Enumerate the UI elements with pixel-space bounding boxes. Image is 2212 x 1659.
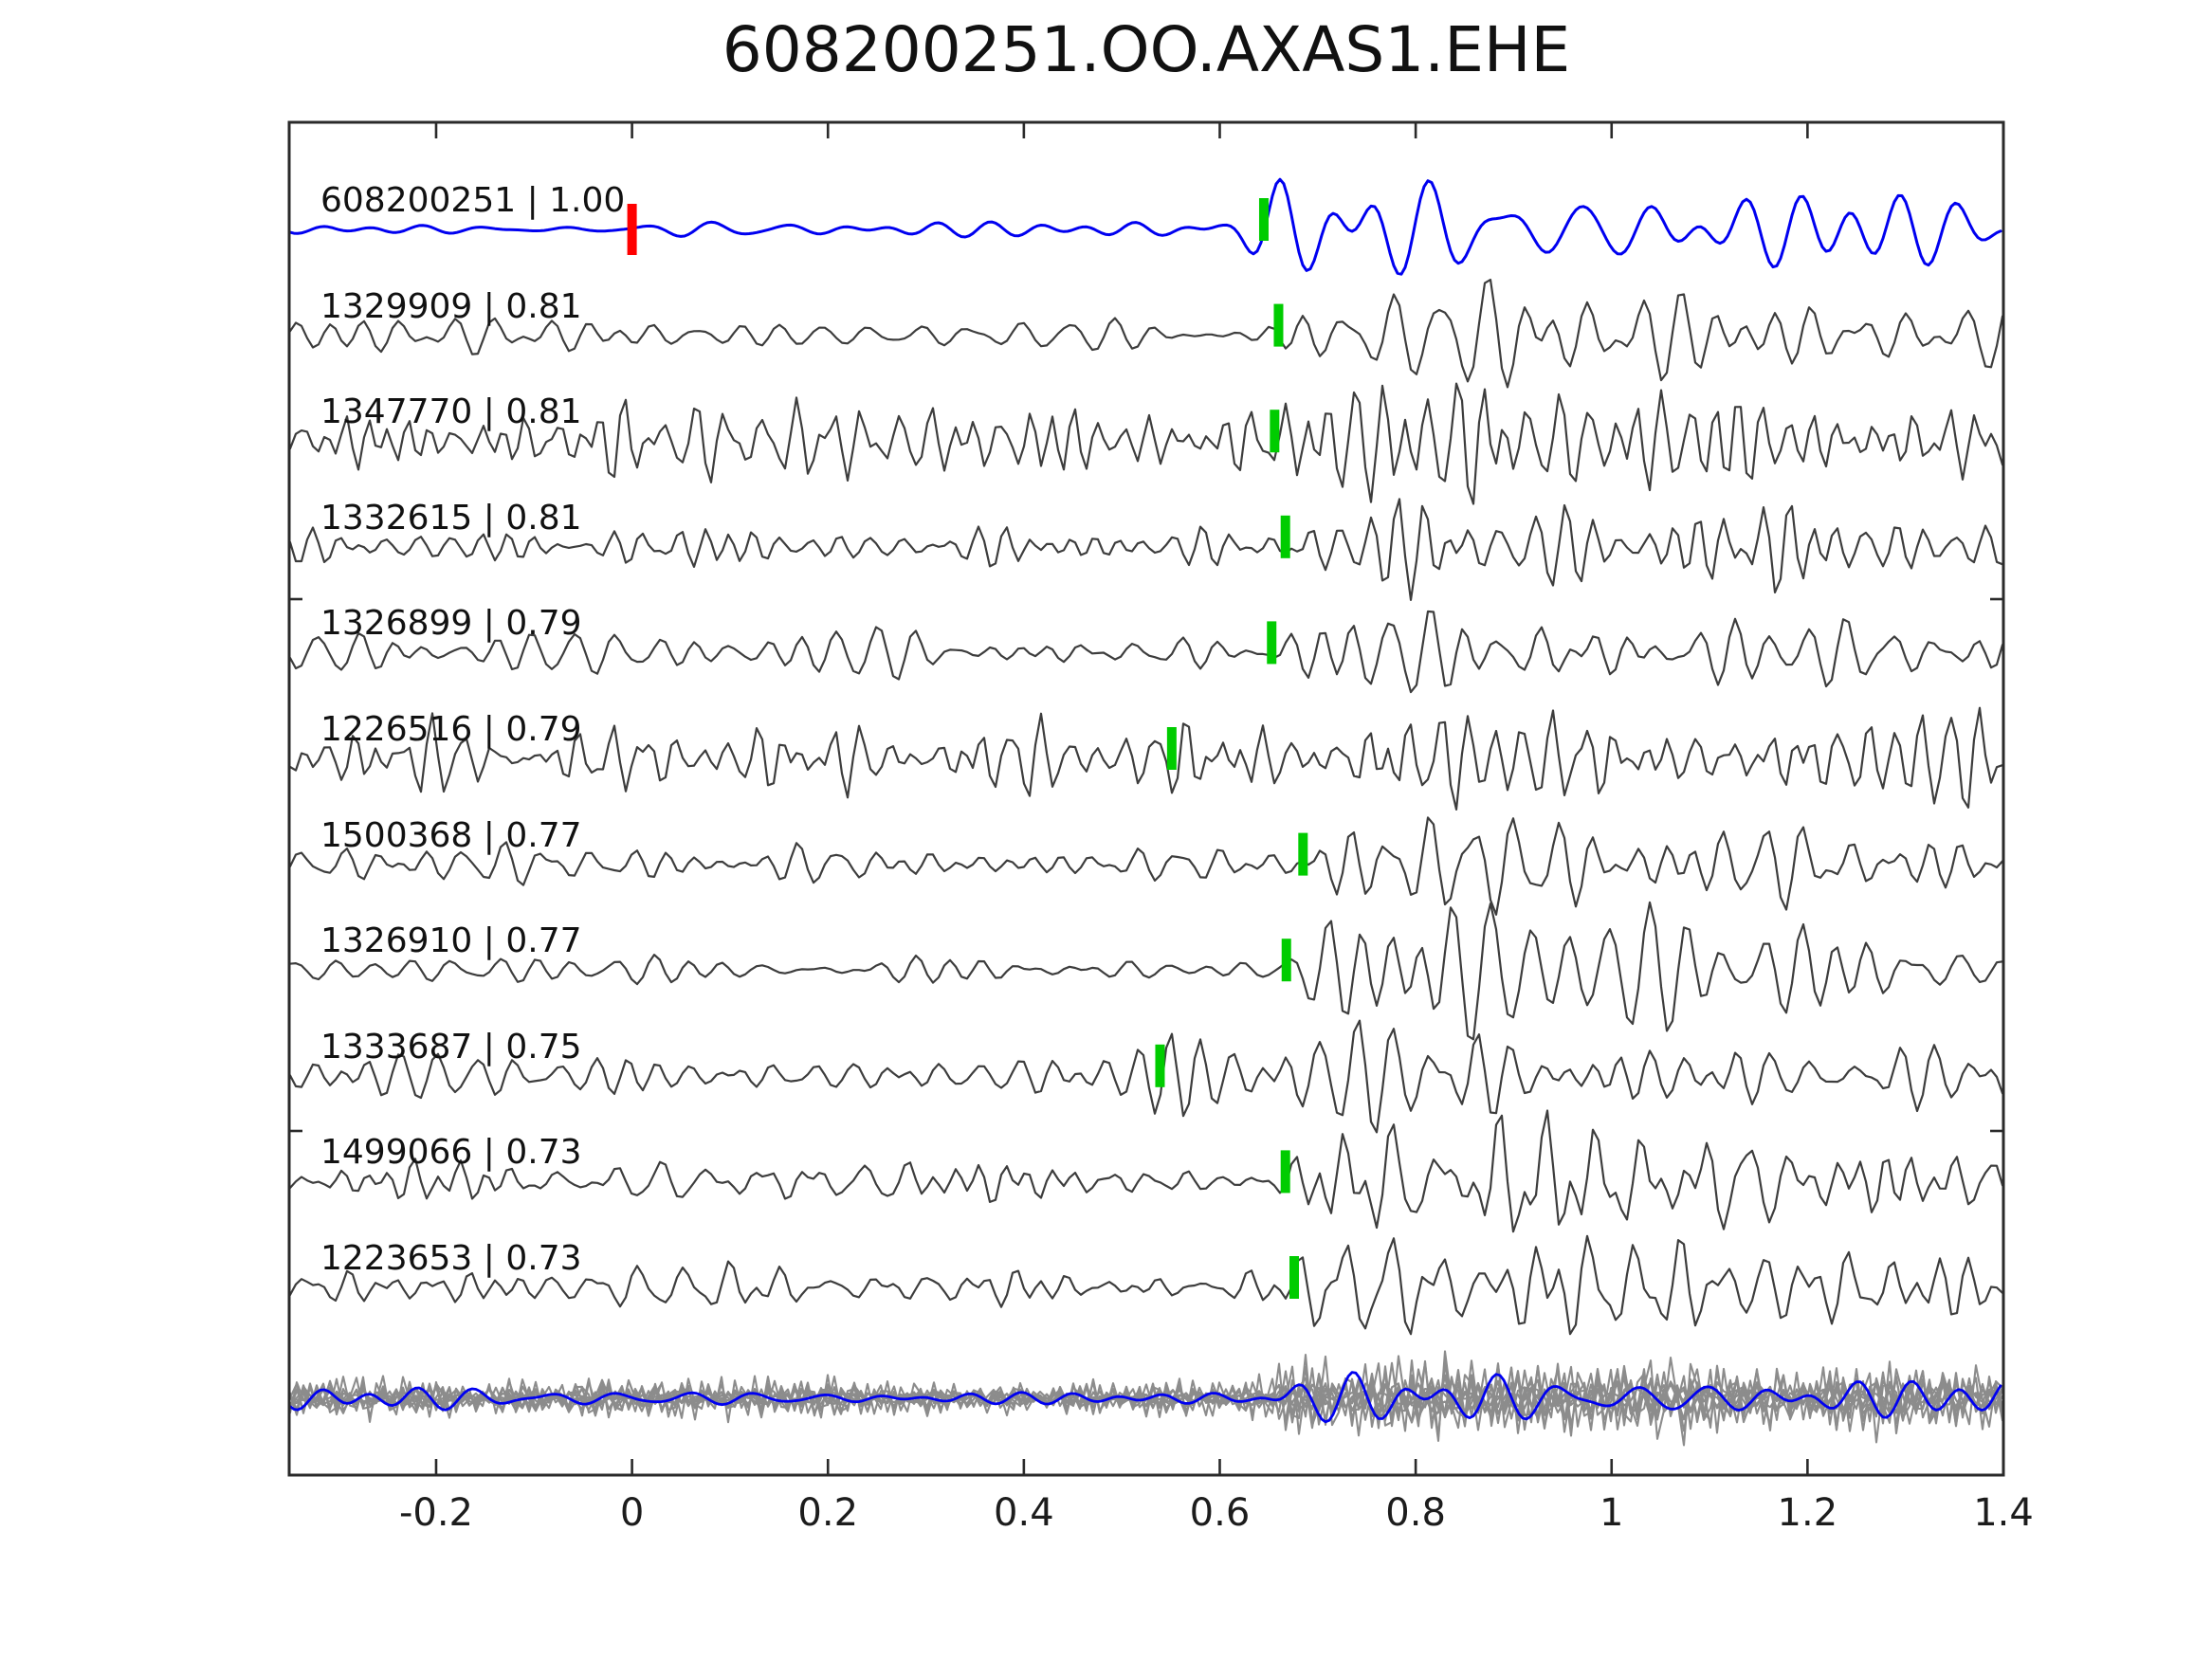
pick-time-marker bbox=[1289, 1256, 1300, 1299]
figure-title: 608200251.OO.AXAS1.EHE bbox=[722, 13, 1571, 86]
axis-ticks bbox=[289, 122, 2005, 1475]
overlay-traces bbox=[290, 1350, 2002, 1447]
trace-label: 1223653 | 0.73 bbox=[320, 1239, 582, 1278]
pick-time-marker bbox=[1258, 198, 1269, 241]
pick-markers bbox=[627, 198, 1308, 1299]
x-tick-label: 0.8 bbox=[1385, 1491, 1446, 1535]
x-tick-label: -0.2 bbox=[398, 1491, 473, 1535]
trace-label: 1500368 | 0.77 bbox=[320, 815, 582, 855]
trace-label: 1226516 | 0.79 bbox=[320, 710, 582, 749]
trace-label: 1499066 | 0.73 bbox=[320, 1133, 582, 1173]
pick-time-marker bbox=[1273, 303, 1284, 347]
pick-time-marker bbox=[1166, 727, 1177, 770]
waveform-traces bbox=[290, 177, 2002, 1336]
trace-label: 1333687 | 0.75 bbox=[320, 1027, 582, 1066]
trace-label: 1329909 | 0.81 bbox=[320, 286, 582, 326]
pick-time-marker bbox=[1280, 515, 1290, 558]
x-tick-label: 0.4 bbox=[994, 1491, 1054, 1535]
x-tick-label: 1.4 bbox=[1973, 1491, 2034, 1535]
x-tick-label: 1.2 bbox=[1777, 1491, 1838, 1535]
trace-label: 1347770 | 0.81 bbox=[320, 392, 582, 432]
pick-time-marker bbox=[1267, 621, 1277, 665]
trace-label: 1326899 | 0.79 bbox=[320, 604, 582, 644]
plot-border bbox=[287, 120, 2005, 1477]
trace-label: 1332615 | 0.81 bbox=[320, 498, 582, 538]
template-zero-marker bbox=[627, 204, 637, 255]
x-tick-label: 0 bbox=[619, 1491, 645, 1535]
pick-time-marker bbox=[1281, 939, 1291, 982]
pick-time-marker bbox=[1298, 832, 1308, 876]
pick-time-marker bbox=[1155, 1044, 1165, 1087]
pick-time-marker bbox=[1280, 1150, 1290, 1194]
pick-time-marker bbox=[1270, 410, 1280, 453]
trace-label: 1326910 | 0.77 bbox=[320, 921, 582, 961]
x-tick-label: 1 bbox=[1600, 1491, 1624, 1535]
x-tick-label: 0.2 bbox=[797, 1491, 859, 1535]
x-tick-label: 0.6 bbox=[1189, 1491, 1251, 1535]
trace-label: 608200251 | 1.00 bbox=[320, 181, 626, 220]
